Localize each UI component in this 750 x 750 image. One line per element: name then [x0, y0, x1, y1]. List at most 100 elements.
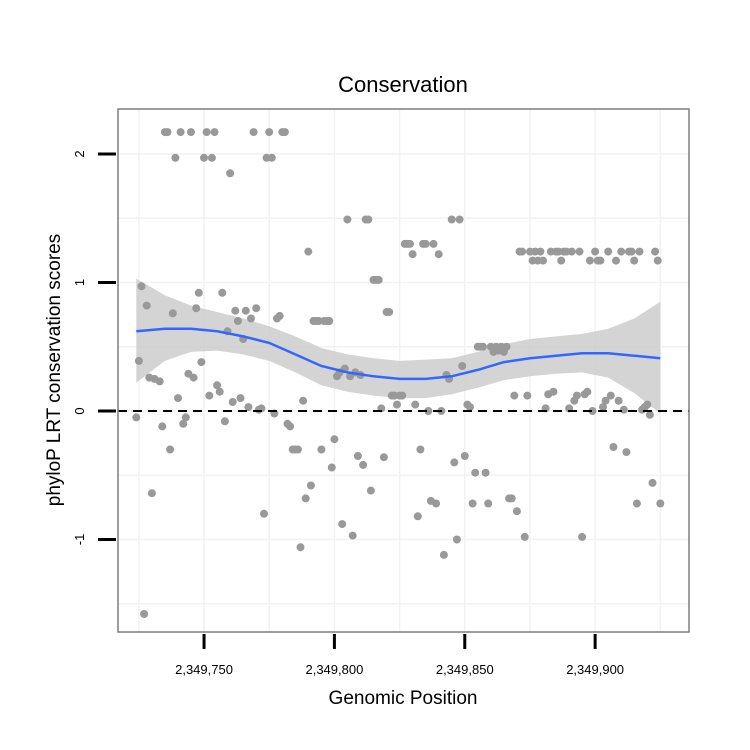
data-point: [286, 422, 295, 431]
data-point: [512, 507, 521, 516]
data-point: [632, 499, 641, 508]
data-point: [218, 288, 227, 297]
data-point: [325, 317, 334, 325]
data-point: [507, 494, 516, 503]
data-point: [439, 550, 448, 559]
data-point: [228, 398, 237, 406]
data-point: [479, 342, 487, 351]
data-point: [450, 458, 459, 467]
data-point: [174, 394, 182, 403]
data-point: [609, 443, 618, 451]
data-point: [447, 215, 456, 224]
y-tick-label: 0: [72, 407, 87, 414]
data-point: [280, 128, 289, 137]
data-point: [327, 463, 336, 472]
data-point: [510, 391, 519, 400]
data-point: [171, 153, 180, 162]
data-point: [187, 128, 195, 137]
data-point: [466, 403, 474, 412]
data-point: [601, 396, 610, 405]
data-point: [484, 499, 493, 508]
data-point: [168, 309, 177, 318]
data-point: [202, 128, 211, 137]
data-point: [471, 468, 480, 477]
data-point: [434, 250, 443, 259]
data-point: [137, 282, 146, 291]
data-point: [452, 535, 461, 544]
data-point: [176, 128, 185, 137]
data-point: [244, 403, 253, 412]
data-point: [158, 422, 167, 431]
data-point: [293, 445, 302, 454]
x-axis-title: Genomic Position: [329, 688, 478, 709]
data-point: [166, 445, 175, 454]
data-point: [614, 396, 623, 405]
data-point: [366, 486, 375, 495]
data-point: [142, 301, 151, 310]
data-point: [252, 304, 261, 313]
data-point: [578, 532, 587, 541]
data-point: [432, 499, 441, 508]
data-point: [220, 417, 229, 426]
data-point: [520, 532, 529, 541]
smooth-fit-line: [136, 327, 661, 381]
data-point: [215, 387, 224, 396]
data-point: [306, 481, 315, 490]
data-point: [210, 128, 219, 137]
data-point: [249, 128, 258, 137]
data-point: [393, 400, 401, 409]
y-tick-label: 1: [72, 279, 87, 286]
data-point: [460, 452, 469, 460]
data-point: [619, 405, 628, 414]
data-point: [226, 169, 235, 178]
data-point: [241, 306, 250, 315]
chart-title: Conservation: [338, 72, 468, 97]
data-point: [236, 394, 245, 403]
data-point: [630, 256, 639, 265]
data-point: [163, 128, 172, 137]
data-point: [265, 128, 274, 137]
data-point: [385, 308, 394, 316]
data-point: [622, 448, 631, 457]
data-point: [656, 499, 665, 508]
data-point: [299, 396, 308, 405]
data-point: [140, 610, 149, 618]
data-point: [635, 247, 644, 256]
data-point: [421, 239, 430, 248]
y-axis: -1 0 1 2: [72, 150, 116, 545]
data-point: [536, 247, 545, 256]
data-point: [648, 478, 657, 487]
data-point: [260, 509, 268, 518]
data-point: [301, 494, 310, 503]
data-point: [379, 453, 388, 462]
x-axis: 2,349,750 2,349,800 2,349,850 2,349,900: [175, 634, 624, 677]
data-point: [599, 403, 607, 412]
data-point: [233, 317, 242, 325]
data-point: [604, 247, 613, 256]
data-point: [591, 247, 600, 256]
data-point: [155, 377, 164, 386]
data-point: [296, 543, 305, 552]
data-point: [364, 215, 373, 224]
x-tick-label: 2,349,800: [305, 662, 363, 677]
data-point: [523, 391, 532, 400]
data-point: [406, 239, 414, 248]
data-point: [353, 452, 362, 460]
y-tick-label: 2: [72, 150, 87, 157]
data-point: [317, 445, 326, 454]
data-point: [643, 400, 652, 409]
data-point: [304, 247, 313, 256]
data-point: [200, 153, 208, 162]
data-point: [557, 256, 566, 265]
data-point: [189, 373, 198, 382]
confidence-ribbon: [136, 278, 661, 414]
x-tick-label: 2,349,750: [175, 662, 233, 677]
data-point: [275, 311, 284, 320]
data-point: [424, 407, 433, 415]
y-tick-label: -1: [72, 534, 87, 546]
data-point: [348, 531, 357, 540]
data-point: [585, 256, 594, 265]
data-point: [398, 391, 407, 400]
data-point: [192, 304, 201, 313]
data-point: [416, 445, 425, 454]
